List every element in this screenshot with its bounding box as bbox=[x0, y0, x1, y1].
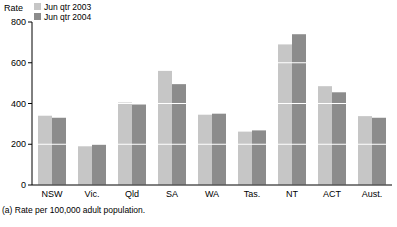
bar bbox=[38, 116, 52, 185]
tick bbox=[28, 144, 32, 145]
tick-label: 200 bbox=[11, 139, 26, 149]
x-axis bbox=[32, 185, 392, 186]
bar bbox=[118, 102, 132, 185]
tick-label: 600 bbox=[11, 58, 26, 68]
grid-line bbox=[32, 185, 392, 186]
tick bbox=[28, 103, 32, 104]
category-label: Qld bbox=[125, 189, 139, 199]
tick bbox=[28, 185, 32, 186]
bar bbox=[292, 34, 306, 185]
footnote: (a) Rate per 100,000 adult population. bbox=[2, 205, 145, 215]
bar bbox=[132, 105, 146, 185]
bar bbox=[252, 130, 266, 185]
bar bbox=[358, 116, 372, 185]
bar bbox=[158, 71, 172, 185]
category-label: NT bbox=[286, 189, 298, 199]
bar bbox=[278, 44, 292, 185]
category-label: SA bbox=[166, 189, 178, 199]
grid-line bbox=[32, 144, 392, 145]
tick-label: 800 bbox=[11, 17, 26, 27]
category-label: Aust. bbox=[362, 189, 383, 199]
legend-swatch bbox=[34, 3, 41, 10]
chart: 0 200 400 600 800 NSW Vic. Qld SA WA Tas. NT ACT Aust… bbox=[0, 0, 397, 227]
grid-line bbox=[32, 62, 392, 63]
bars bbox=[38, 34, 386, 185]
grid-line bbox=[32, 103, 392, 104]
legend-label: Jun qtr 2004 bbox=[44, 12, 92, 22]
legend-label: Jun qtr 2003 bbox=[44, 2, 92, 12]
bar bbox=[198, 115, 212, 185]
tick-label: 400 bbox=[11, 99, 26, 109]
category-label: ACT bbox=[323, 189, 342, 199]
bar bbox=[52, 118, 66, 185]
category-label: WA bbox=[205, 189, 219, 199]
bar bbox=[238, 132, 252, 185]
bar bbox=[78, 146, 92, 185]
bar bbox=[332, 92, 346, 185]
legend-swatch bbox=[34, 13, 41, 20]
category-label: Tas. bbox=[244, 189, 261, 199]
tick-label: 0 bbox=[21, 180, 26, 190]
y-axis bbox=[32, 22, 33, 185]
tick bbox=[28, 62, 32, 63]
bar bbox=[318, 86, 332, 185]
bar bbox=[372, 118, 386, 185]
bar bbox=[172, 84, 186, 185]
category-label: NSW bbox=[42, 189, 64, 199]
bar bbox=[212, 114, 226, 185]
axis-title: Rate bbox=[4, 3, 23, 13]
tick bbox=[28, 22, 32, 23]
bar bbox=[92, 144, 106, 185]
category-label: Vic. bbox=[85, 189, 100, 199]
